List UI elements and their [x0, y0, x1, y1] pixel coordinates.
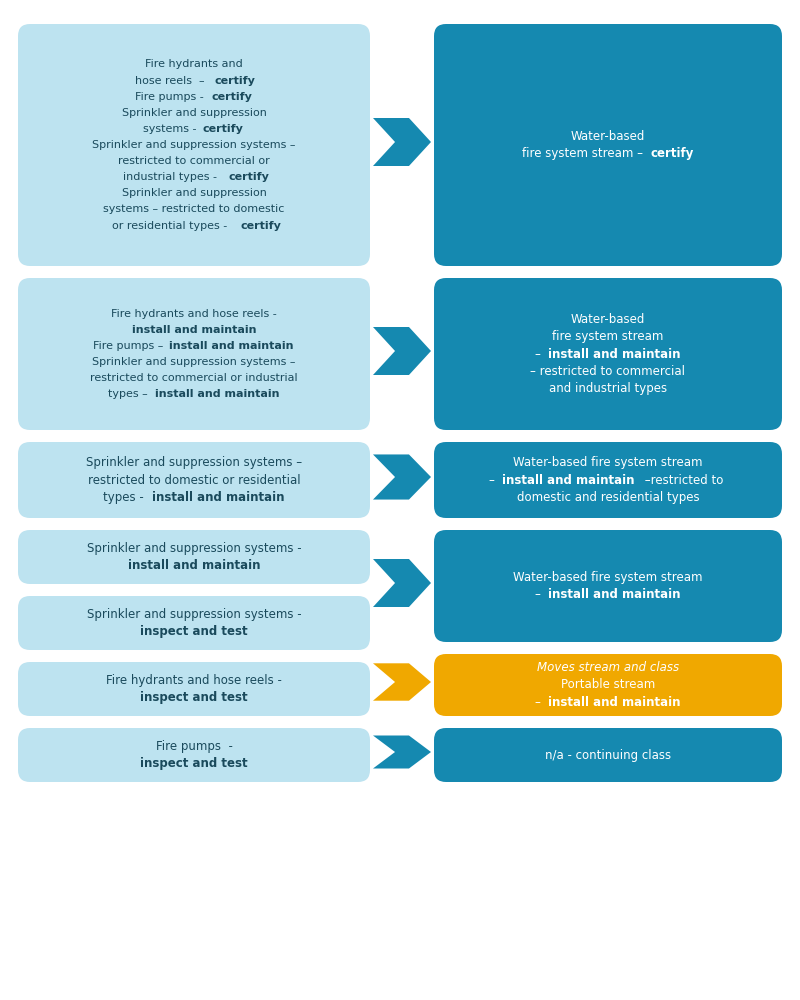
Text: certify: certify [214, 76, 255, 86]
Text: types –: types – [108, 389, 151, 399]
Text: systems – restricted to domestic: systems – restricted to domestic [103, 204, 285, 214]
Text: Sprinkler and suppression systems –: Sprinkler and suppression systems – [86, 456, 302, 469]
Text: Fire pumps -: Fire pumps - [135, 92, 207, 102]
Text: types -: types - [103, 491, 148, 504]
Text: or residential types -: or residential types - [112, 221, 231, 231]
FancyBboxPatch shape [18, 24, 370, 266]
Polygon shape [373, 559, 431, 607]
Text: Fire hydrants and hose reels -: Fire hydrants and hose reels - [106, 674, 282, 687]
Text: certify: certify [211, 92, 252, 102]
Text: certify: certify [240, 221, 281, 231]
FancyBboxPatch shape [434, 654, 782, 716]
Text: inspect and test: inspect and test [140, 691, 248, 704]
Text: systems -: systems - [143, 124, 200, 134]
Polygon shape [373, 327, 431, 375]
Text: certify: certify [202, 124, 243, 134]
Text: Fire pumps –: Fire pumps – [93, 341, 166, 351]
Text: Water-based: Water-based [571, 130, 645, 143]
Text: install and maintain: install and maintain [152, 491, 285, 504]
Text: install and maintain: install and maintain [502, 474, 634, 487]
Text: install and maintain: install and maintain [548, 348, 680, 360]
FancyBboxPatch shape [434, 278, 782, 430]
FancyBboxPatch shape [18, 278, 370, 430]
Text: Sprinkler and suppression: Sprinkler and suppression [122, 108, 266, 118]
Text: n/a - continuing class: n/a - continuing class [545, 748, 671, 762]
Text: –: – [534, 348, 544, 360]
Text: inspect and test: inspect and test [140, 625, 248, 638]
FancyBboxPatch shape [18, 530, 370, 584]
Text: install and maintain: install and maintain [128, 559, 260, 572]
Text: restricted to commercial or industrial: restricted to commercial or industrial [90, 373, 298, 383]
Text: Sprinkler and suppression: Sprinkler and suppression [122, 188, 266, 198]
Text: certify: certify [650, 147, 694, 160]
Text: Water-based fire system stream: Water-based fire system stream [514, 456, 702, 469]
FancyBboxPatch shape [434, 530, 782, 642]
Polygon shape [373, 118, 431, 166]
Text: –: – [489, 474, 498, 487]
FancyBboxPatch shape [18, 596, 370, 650]
Text: inspect and test: inspect and test [140, 757, 248, 770]
Text: install and maintain: install and maintain [155, 389, 279, 399]
Text: – restricted to commercial: – restricted to commercial [530, 365, 686, 378]
Text: restricted to commercial or: restricted to commercial or [118, 156, 270, 166]
Text: Sprinkler and suppression systems –: Sprinkler and suppression systems – [92, 140, 296, 150]
FancyBboxPatch shape [434, 24, 782, 266]
Text: Moves stream and class: Moves stream and class [537, 661, 679, 674]
Text: –: – [534, 588, 544, 601]
Text: domestic and residential types: domestic and residential types [517, 491, 699, 504]
Text: Water-based fire system stream: Water-based fire system stream [514, 571, 702, 584]
Text: Portable stream: Portable stream [561, 678, 655, 692]
Polygon shape [373, 663, 431, 701]
Text: Sprinkler and suppression systems -: Sprinkler and suppression systems - [86, 542, 302, 555]
Text: install and maintain: install and maintain [548, 696, 680, 709]
Text: Fire hydrants and: Fire hydrants and [145, 59, 243, 69]
Text: install and maintain: install and maintain [170, 341, 294, 351]
Text: –: – [534, 696, 544, 709]
Text: Fire hydrants and hose reels -: Fire hydrants and hose reels - [111, 309, 277, 319]
Text: and industrial types: and industrial types [549, 382, 667, 395]
Text: restricted to domestic or residential: restricted to domestic or residential [88, 474, 300, 487]
Polygon shape [373, 736, 431, 768]
Text: certify: certify [229, 172, 270, 182]
Text: hose reels  –: hose reels – [135, 76, 208, 86]
Text: industrial types -: industrial types - [122, 172, 220, 182]
FancyBboxPatch shape [434, 442, 782, 518]
Text: –restricted to: –restricted to [642, 474, 724, 487]
Text: install and maintain: install and maintain [548, 588, 680, 601]
FancyBboxPatch shape [434, 728, 782, 782]
Text: Water-based: Water-based [571, 313, 645, 326]
Text: Sprinkler and suppression systems –: Sprinkler and suppression systems – [92, 357, 296, 367]
Text: install and maintain: install and maintain [132, 325, 256, 335]
Text: fire system stream –: fire system stream – [522, 147, 646, 160]
Polygon shape [373, 454, 431, 500]
Text: fire system stream: fire system stream [552, 330, 664, 343]
FancyBboxPatch shape [18, 662, 370, 716]
FancyBboxPatch shape [18, 442, 370, 518]
Text: Sprinkler and suppression systems -: Sprinkler and suppression systems - [86, 608, 302, 621]
Text: Fire pumps  -: Fire pumps - [155, 740, 233, 753]
FancyBboxPatch shape [18, 728, 370, 782]
